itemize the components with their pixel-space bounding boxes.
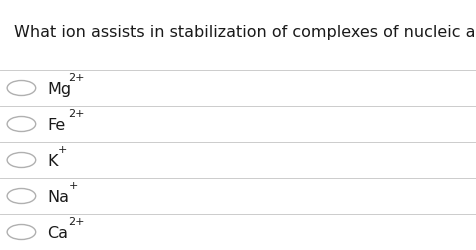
Text: +: + [58, 145, 68, 155]
Text: Na: Na [48, 190, 69, 205]
Text: Ca: Ca [48, 226, 69, 241]
Text: 2+: 2+ [69, 73, 85, 83]
Text: Fe: Fe [48, 118, 66, 133]
Text: 2+: 2+ [69, 109, 85, 119]
Text: +: + [69, 181, 78, 191]
Text: 2+: 2+ [69, 217, 85, 227]
Text: Mg: Mg [48, 82, 72, 97]
Text: What ion assists in stabilization of complexes of nucleic acids?: What ion assists in stabilization of com… [14, 25, 476, 40]
Text: K: K [48, 154, 58, 169]
